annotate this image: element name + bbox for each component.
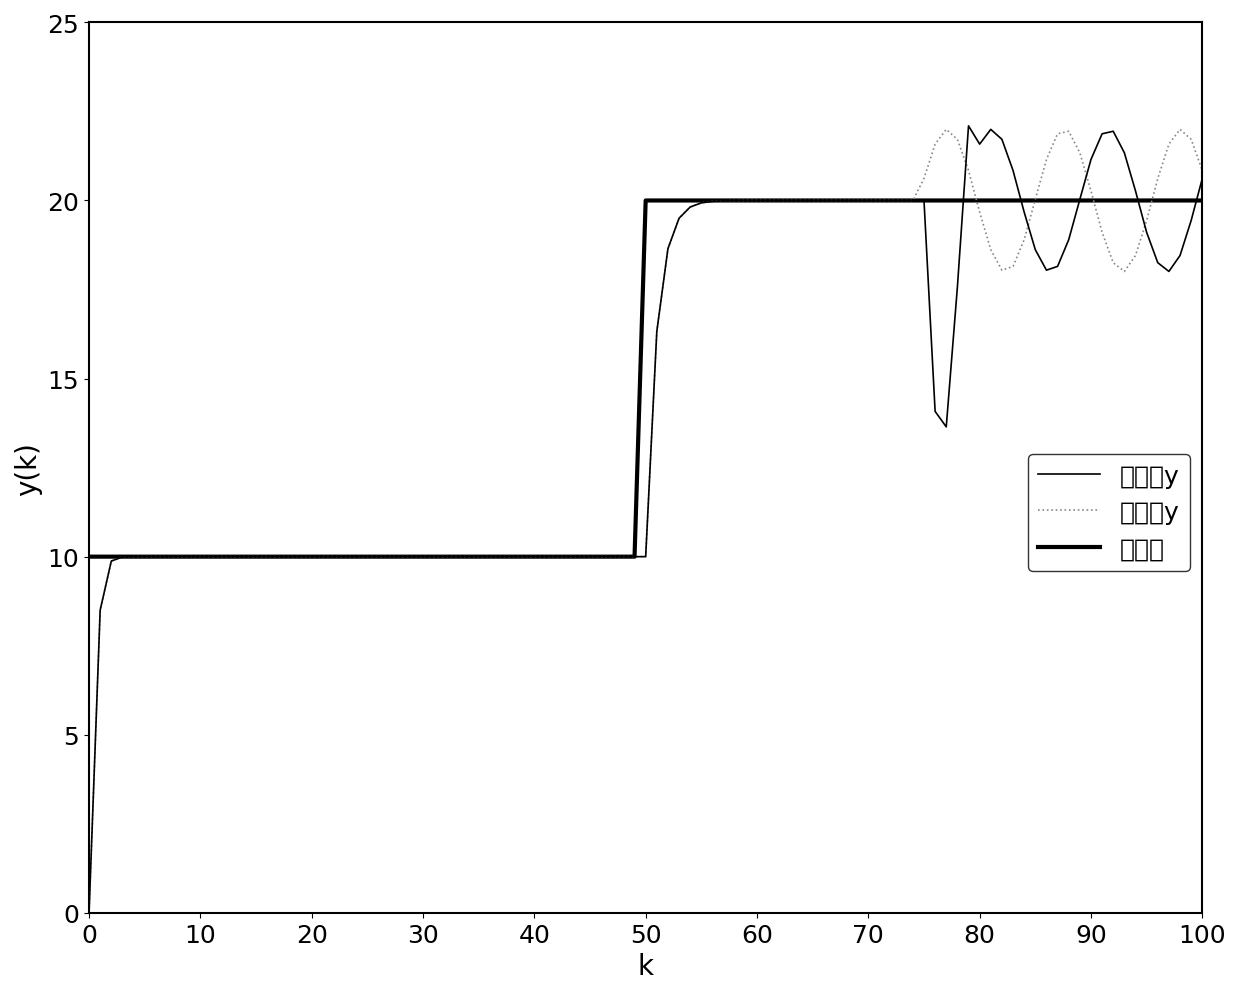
跟踪値: [760, 195, 775, 207]
跟踪値: [82, 551, 97, 563]
跟踪値: [639, 195, 653, 207]
无拓展y: [1195, 173, 1210, 185]
Y-axis label: y(k): y(k): [14, 441, 42, 495]
Line: 有拓展y: 有拓展y: [89, 130, 1203, 912]
有拓展y: [360, 551, 374, 563]
无拓展y: [594, 551, 609, 563]
无拓展y: [360, 551, 374, 563]
无拓展y: [961, 120, 976, 132]
跟踪値: [594, 551, 609, 563]
Legend: 无拓展y, 有拓展y, 跟踪値: 无拓展y, 有拓展y, 跟踪値: [1028, 454, 1190, 572]
有拓展y: [939, 124, 954, 136]
有拓展y: [749, 196, 764, 208]
有拓展y: [916, 173, 931, 185]
跟踪値: [1195, 195, 1210, 207]
跟踪値: [360, 551, 374, 563]
有拓展y: [1195, 165, 1210, 177]
跟踪値: [928, 195, 942, 207]
跟踪値: [872, 195, 887, 207]
X-axis label: k: k: [637, 952, 653, 980]
有拓展y: [82, 907, 97, 918]
Line: 无拓展y: 无拓展y: [89, 126, 1203, 912]
Line: 跟踪値: 跟踪値: [89, 201, 1203, 557]
有拓展y: [594, 551, 609, 563]
无拓展y: [749, 196, 764, 208]
有拓展y: [861, 195, 875, 207]
无拓展y: [160, 551, 175, 563]
无拓展y: [82, 907, 97, 918]
无拓展y: [916, 195, 931, 207]
无拓展y: [861, 195, 875, 207]
有拓展y: [160, 551, 175, 563]
跟踪値: [160, 551, 175, 563]
